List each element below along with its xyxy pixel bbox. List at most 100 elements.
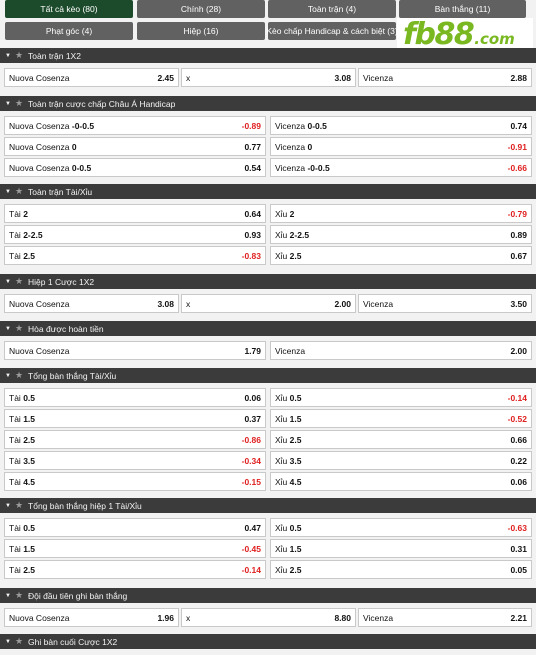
odds-selection[interactable]: Tài 1.5 -0.45 [4, 539, 266, 558]
odds-selection[interactable]: Vicenza 2.00 [270, 341, 532, 360]
selection-name: Tài [9, 208, 21, 219]
handicap-line: 0-0.5 [71, 162, 92, 173]
handicap-line: 0-0.5 [307, 120, 327, 131]
odds-selection[interactable]: Xỉu 2 -0.79 [270, 204, 532, 223]
selection-label: Tài 1.5 [9, 414, 35, 424]
selection-name: Tài [9, 455, 21, 466]
market-header[interactable]: ▼ ★ Tổng bàn thắng hiệp 1 Tài/Xỉu [0, 498, 536, 513]
logo-tld: .com [474, 30, 515, 48]
odds-selection[interactable]: Tài 0.5 0.06 [4, 388, 266, 407]
odds-selection[interactable]: x 2.00 [181, 294, 356, 313]
odds-selection[interactable]: Tài 2 0.64 [4, 204, 266, 223]
odds-value: 0.74 [510, 120, 527, 131]
market-header[interactable]: ▼ ★ Toàn trận Tài/Xỉu [0, 184, 536, 199]
tab-halves[interactable]: Hiệp (16) [137, 22, 265, 40]
odds-selection[interactable]: Xỉu 2.5 0.67 [270, 246, 532, 265]
selection-label: Xỉu 2.5 [275, 251, 302, 261]
odds-selection[interactable]: Vicenza 2.21 [358, 608, 532, 627]
odds-value: 0.89 [510, 229, 527, 240]
tab-corners[interactable]: Phạt góc (4) [5, 22, 133, 40]
star-icon[interactable]: ★ [14, 98, 24, 108]
market-header[interactable]: ▼ ★ Đội đầu tiên ghi bàn thắng [0, 588, 536, 603]
market-header[interactable]: ▼ ★ Toàn trận cược chấp Châu Á Handicap [0, 96, 536, 111]
star-icon[interactable]: ★ [14, 276, 24, 286]
odds-selection[interactable]: Vicenza 0-0.5 0.74 [270, 116, 532, 135]
odds-selection[interactable]: x 8.80 [181, 608, 356, 627]
odds-selection[interactable]: Tài 1.5 0.37 [4, 409, 266, 428]
odds-selection[interactable]: Xỉu 2.5 0.05 [270, 560, 532, 579]
odds-selection[interactable]: Xỉu 2.5 0.66 [270, 430, 532, 449]
market-header[interactable]: ▼ ★ Hòa được hoàn tiền [0, 321, 536, 336]
caret-down-icon[interactable]: ▼ [5, 52, 11, 59]
odds-value: -0.34 [241, 455, 261, 466]
star-icon[interactable]: ★ [14, 500, 24, 510]
odds-selection[interactable]: Tài 3.5 -0.34 [4, 451, 266, 470]
odds-selection[interactable]: Tài 0.5 0.47 [4, 518, 266, 537]
odds-selection[interactable]: Tài 2.5 -0.14 [4, 560, 266, 579]
market-header[interactable]: ▼ ★ Toàn trận 1X2 [0, 48, 536, 63]
odds-selection[interactable]: Xỉu 0.5 -0.63 [270, 518, 532, 537]
caret-down-icon[interactable]: ▼ [5, 325, 11, 332]
caret-down-icon[interactable]: ▼ [5, 278, 11, 285]
odds-selection[interactable]: Xỉu 3.5 0.22 [270, 451, 532, 470]
caret-down-icon[interactable]: ▼ [5, 592, 11, 599]
odds-selection[interactable]: Vicenza 2.88 [358, 68, 532, 87]
star-icon[interactable]: ★ [14, 636, 24, 646]
market-title: Ghi bàn cuối Cược 1X2 [28, 636, 118, 647]
odds-selection[interactable]: Nuova Cosenza -0-0.5 -0.89 [4, 116, 266, 135]
odds-selection[interactable]: x 3.08 [181, 68, 356, 87]
handicap-line: 1.5 [23, 413, 36, 424]
star-icon[interactable]: ★ [14, 370, 24, 380]
star-icon[interactable]: ★ [14, 590, 24, 600]
handicap-line: 0.5 [23, 522, 36, 533]
tab-handicap-margin[interactable]: Kèo chấp Handicap & cách biệt (3) [266, 22, 398, 40]
odds-selection[interactable]: Vicenza 0 -0.91 [270, 137, 532, 156]
handicap-line: 2.5 [289, 564, 302, 575]
market-header[interactable]: ▼ ★ Hiệp 1 Cược 1X2 [0, 274, 536, 289]
caret-down-icon[interactable]: ▼ [5, 100, 11, 107]
odds-value: 2.00 [510, 345, 527, 356]
odds-selection[interactable]: Xỉu 0.5 -0.14 [270, 388, 532, 407]
tab-all-markets[interactable]: Tất cả kèo (80) [5, 0, 133, 18]
star-icon[interactable]: ★ [14, 323, 24, 333]
odds-selection[interactable]: Nuova Cosenza 2.45 [4, 68, 179, 87]
odds-selection[interactable]: Xỉu 4.5 0.06 [270, 472, 532, 491]
handicap-line: 3.5 [289, 455, 302, 466]
odds-value: 1.96 [157, 612, 174, 623]
odds-value: 2.88 [510, 72, 527, 83]
selection-name: Nuova Cosenza [9, 345, 70, 356]
star-icon[interactable]: ★ [14, 50, 24, 60]
odds-selection[interactable]: Xỉu 1.5 -0.52 [270, 409, 532, 428]
tab-main[interactable]: Chính (28) [137, 0, 265, 18]
odds-selection[interactable]: Vicenza 3.50 [358, 294, 532, 313]
selection-label: Nuova Cosenza -0-0.5 [9, 121, 94, 131]
tab-full-time[interactable]: Toàn trận (4) [268, 0, 396, 18]
selection-name: Xỉu [275, 522, 288, 533]
selection-label: Nuova Cosenza [9, 299, 69, 309]
odds-value: 0.66 [510, 434, 527, 445]
odds-value: 0.05 [510, 564, 527, 575]
odds-selection[interactable]: Tài 2-2.5 0.93 [4, 225, 266, 244]
odds-selection[interactable]: Nuova Cosenza 1.79 [4, 341, 266, 360]
odds-selection[interactable]: Nuova Cosenza 3.08 [4, 294, 179, 313]
handicap-line: 3.5 [23, 455, 36, 466]
caret-down-icon[interactable]: ▼ [5, 502, 11, 509]
odds-selection[interactable]: Nuova Cosenza 1.96 [4, 608, 179, 627]
selection-name: Tài [9, 434, 21, 445]
odds-selection[interactable]: Nuova Cosenza 0-0.5 0.54 [4, 158, 266, 177]
caret-down-icon[interactable]: ▼ [5, 372, 11, 379]
odds-selection[interactable]: Xỉu 2-2.5 0.89 [270, 225, 532, 244]
odds-selection[interactable]: Nuova Cosenza 0 0.77 [4, 137, 266, 156]
odds-selection[interactable]: Xỉu 1.5 0.31 [270, 539, 532, 558]
star-icon[interactable]: ★ [14, 186, 24, 196]
market-header[interactable]: ▼ ★ Tổng bàn thắng Tài/Xỉu [0, 368, 536, 383]
caret-down-icon[interactable]: ▼ [5, 638, 11, 645]
handicap-line: 0.5 [23, 392, 36, 403]
odds-selection[interactable]: Tài 2.5 -0.86 [4, 430, 266, 449]
market-header[interactable]: ▼ ★ Ghi bàn cuối Cược 1X2 [0, 634, 536, 649]
odds-selection[interactable]: Vicenza -0-0.5 -0.66 [270, 158, 532, 177]
odds-selection[interactable]: Tài 2.5 -0.83 [4, 246, 266, 265]
odds-selection[interactable]: Tài 4.5 -0.15 [4, 472, 266, 491]
tab-goals[interactable]: Bàn thắng (11) [399, 0, 526, 18]
caret-down-icon[interactable]: ▼ [5, 188, 11, 195]
